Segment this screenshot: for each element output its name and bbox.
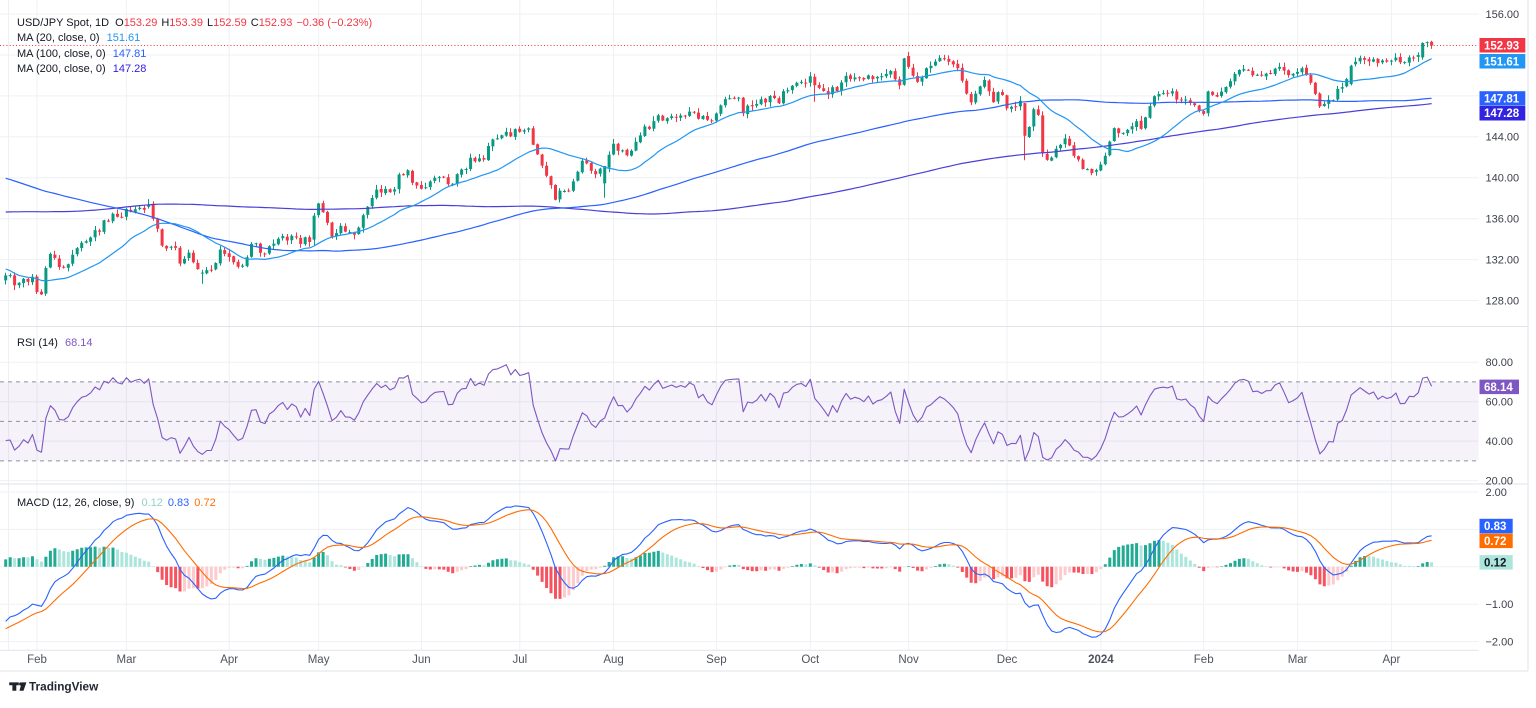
svg-text:−1.00: −1.00 <box>1486 599 1514 611</box>
svg-text:Mar: Mar <box>116 654 136 666</box>
svg-text:60.00: 60.00 <box>1486 397 1514 409</box>
svg-text:Feb: Feb <box>1194 654 1214 666</box>
svg-text:Mar: Mar <box>1288 654 1308 666</box>
svg-text:Dec: Dec <box>997 654 1018 666</box>
svg-text:132.00: 132.00 <box>1486 254 1520 266</box>
svg-text:147.28: 147.28 <box>1484 108 1520 120</box>
svg-text:Oct: Oct <box>801 654 820 666</box>
svg-text:Aug: Aug <box>603 654 623 666</box>
svg-text:20.00: 20.00 <box>1486 475 1514 487</box>
svg-text:Feb: Feb <box>27 654 47 666</box>
svg-text:0.12: 0.12 <box>1484 557 1506 569</box>
svg-text:40.00: 40.00 <box>1486 436 1514 448</box>
svg-text:156.00: 156.00 <box>1486 9 1520 21</box>
svg-text:152.93: 152.93 <box>1484 40 1519 52</box>
svg-text:−2.00: −2.00 <box>1486 636 1514 648</box>
svg-text:144.00: 144.00 <box>1486 132 1520 144</box>
svg-text:2024: 2024 <box>1088 654 1114 666</box>
svg-text:MA (100, close, 0) 147.81: MA (100, close, 0) 147.81 <box>17 48 146 60</box>
svg-text:Nov: Nov <box>898 654 919 666</box>
svg-text:MA (200, close, 0) 147.28: MA (200, close, 0) 147.28 <box>17 63 146 75</box>
svg-text:151.61: 151.61 <box>1484 56 1520 68</box>
svg-text:140.00: 140.00 <box>1486 173 1520 185</box>
svg-text:May: May <box>308 654 330 666</box>
svg-text:2.00: 2.00 <box>1486 487 1507 499</box>
svg-text:Sep: Sep <box>706 654 726 666</box>
svg-text:Apr: Apr <box>220 654 238 666</box>
svg-text:TradingView: TradingView <box>29 680 99 694</box>
svg-text:0.72: 0.72 <box>1484 536 1506 548</box>
svg-text:Jun: Jun <box>412 654 431 666</box>
svg-text:MA (20, close, 0) 151.61: MA (20, close, 0) 151.61 <box>17 32 140 44</box>
svg-text:0.83: 0.83 <box>1484 521 1506 533</box>
svg-text:Apr: Apr <box>1382 654 1400 666</box>
svg-text:Jul: Jul <box>512 654 527 666</box>
svg-text:128.00: 128.00 <box>1486 295 1520 307</box>
svg-text:147.81: 147.81 <box>1484 93 1520 105</box>
svg-text:80.00: 80.00 <box>1486 357 1514 369</box>
svg-text:68.14: 68.14 <box>1484 382 1513 394</box>
svg-text:MACD (12, 26, close, 9) 0.120.: MACD (12, 26, close, 9) 0.12 0.83 0.72 <box>17 497 216 509</box>
svg-text:RSI (14) 68.14: RSI (14) 68.14 <box>17 337 93 349</box>
svg-text:136.00: 136.00 <box>1486 214 1520 226</box>
